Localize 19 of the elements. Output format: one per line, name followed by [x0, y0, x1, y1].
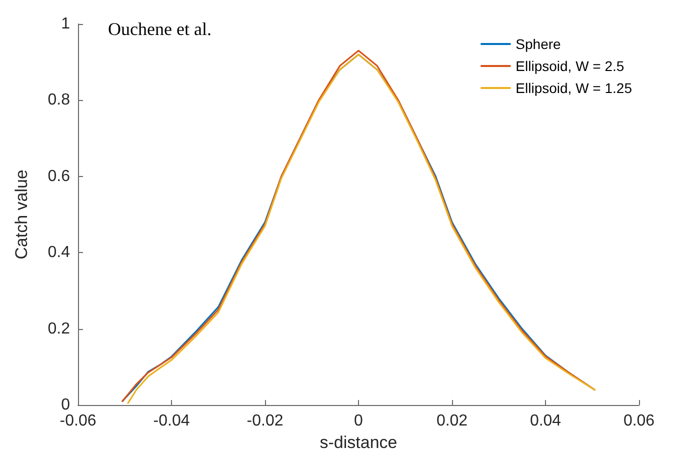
legend-label: Ellipsoid, W = 2.5: [516, 58, 624, 74]
x-tick-label: -0.06: [60, 412, 96, 430]
x-tick-label: 0: [354, 412, 364, 430]
y-tick-label: 0: [61, 396, 70, 414]
legend-label: Ellipsoid, W = 1.25: [516, 80, 632, 96]
x-axis-title: s-distance: [320, 432, 398, 452]
legend-label: Sphere: [516, 36, 562, 52]
x-tick-label: 0.02: [436, 412, 468, 430]
y-tick-label: 0.4: [48, 244, 70, 262]
x-tick-label: -0.02: [246, 412, 284, 430]
x-tick-label: 0.04: [530, 412, 562, 430]
y-tick-label: 0.6: [48, 168, 70, 185]
x-tick-label: -0.04: [153, 412, 190, 430]
y-tick-label: 1: [61, 16, 70, 32]
y-tick-label: 0.2: [48, 320, 70, 338]
annotation: Ouchene et al.: [108, 19, 212, 39]
y-axis-title: Catch value: [12, 170, 31, 260]
y-tick-label: 0.8: [48, 92, 70, 109]
x-tick-label: 0.06: [623, 412, 655, 430]
